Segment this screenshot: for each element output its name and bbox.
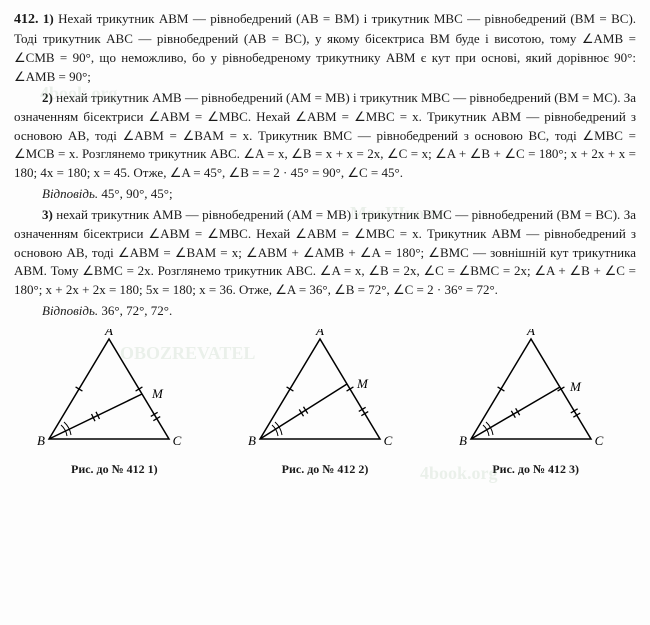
answer-label: Відповідь. xyxy=(42,186,98,201)
figure-caption: Рис. до № 412 2) xyxy=(225,461,426,478)
svg-text:B: B xyxy=(459,433,467,448)
part-number: 1) xyxy=(43,11,54,26)
answer-label: Відповідь. xyxy=(42,303,98,318)
svg-text:M: M xyxy=(569,379,582,394)
triangle-diagram-1: A B C M xyxy=(34,329,194,459)
problem-block: 412. 1) Нехай трикутник ABM — рівнобедре… xyxy=(14,10,636,321)
part-text: Нехай трикутник ABM — рівнобедрений (AB … xyxy=(14,11,636,84)
svg-text:C: C xyxy=(594,433,603,448)
part-2: 2) нехай трикутник AMB — рівнобедрений (… xyxy=(14,89,636,183)
triangle-diagram-2: A B C M xyxy=(245,329,405,459)
svg-text:B: B xyxy=(37,433,45,448)
svg-text:C: C xyxy=(173,433,182,448)
answer-value: 45°, 90°, 45°; xyxy=(101,186,172,201)
answer-value: 36°, 72°, 72°. xyxy=(101,303,172,318)
svg-text:A: A xyxy=(104,329,113,338)
figure-caption: Рис. до № 412 1) xyxy=(14,461,215,478)
svg-text:A: A xyxy=(315,329,324,338)
problem-number: 412. xyxy=(14,12,39,27)
svg-text:M: M xyxy=(151,386,164,401)
part-text: нехай трикутник AMB — рівнобедрений (AM … xyxy=(14,90,636,180)
svg-text:A: A xyxy=(526,329,535,338)
part-number: 3) xyxy=(42,207,53,222)
answer-2: Відповідь. 45°, 90°, 45°; xyxy=(14,185,636,204)
answer-3: Відповідь. 36°, 72°, 72°. xyxy=(14,302,636,321)
part-text: нехай трикутник AMB — рівнобедрений (AM … xyxy=(14,207,636,297)
figure-3: A B C M Рис. до № 412 3) xyxy=(435,329,636,478)
part-1: 412. 1) Нехай трикутник ABM — рівнобедре… xyxy=(14,10,636,87)
svg-text:C: C xyxy=(384,433,393,448)
figure-caption: Рис. до № 412 3) xyxy=(435,461,636,478)
figures-row: A B C M Рис. до № 412 1) A B C M Рис. до № 412… xyxy=(14,329,636,478)
svg-text:B: B xyxy=(248,433,256,448)
svg-text:M: M xyxy=(356,376,369,391)
part-number: 2) xyxy=(42,90,53,105)
triangle-diagram-3: A B C M xyxy=(456,329,616,459)
figure-1: A B C M Рис. до № 412 1) xyxy=(14,329,215,478)
part-3: 3) нехай трикутник AMB — рівнобедрений (… xyxy=(14,206,636,300)
figure-2: A B C M Рис. до № 412 2) xyxy=(225,329,426,478)
